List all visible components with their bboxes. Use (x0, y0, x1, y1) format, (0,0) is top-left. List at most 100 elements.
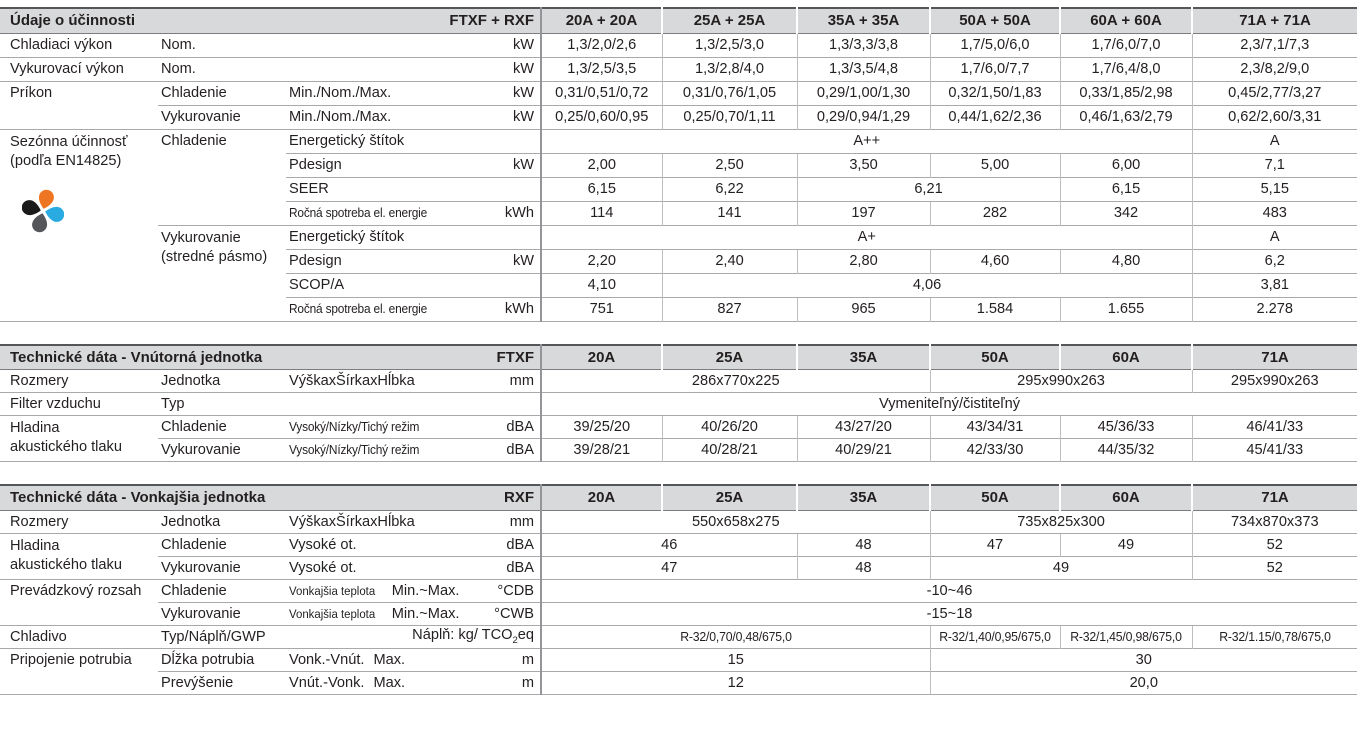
column-header: 35A (796, 344, 930, 370)
logo-petal-left (22, 199, 41, 215)
logo-petal-bottom (32, 212, 48, 232)
value-cell: 39/28/21 (540, 438, 662, 462)
value-cell: 6,21 (796, 176, 1061, 201)
unit-label: °CWB (473, 601, 542, 625)
value-cell: 965 (796, 296, 931, 321)
row-subsublabel: Energetický štítok (286, 128, 474, 153)
row-subsublabel: Vonk.-Vnút. Max. (286, 647, 474, 671)
row-sublabel: Chladenie (158, 578, 287, 602)
row-sublabel: Vykurovanie (158, 438, 286, 462)
value-cell: 295x990x263 (929, 369, 1192, 393)
row-subsublabel: Energetický štítok (286, 224, 474, 249)
value-cell: 0,29/0,94/1,29 (796, 104, 931, 129)
row-subsublabel: SEER (286, 176, 474, 201)
value-cell: 15 (540, 647, 931, 671)
column-header: 60A (1059, 344, 1192, 370)
unit-label: kWh (473, 200, 542, 225)
value-cell: 114 (540, 200, 663, 225)
efficiency-table: Údaje o účinnosti FTXF + RXF 20A + 20A 25A … (0, 7, 1357, 322)
value-cell: 827 (661, 296, 798, 321)
value-cell: 2,3/8,2/9,0 (1191, 56, 1357, 81)
value-cell: 342 (1059, 200, 1193, 225)
value-cell: 0,44/1,62/2,36 (929, 104, 1061, 129)
value-cell: 2,3/7,1/7,3 (1191, 32, 1357, 57)
row-subsublabel: Vonkajšia teplota Min.~Max. (286, 578, 474, 602)
row-subsublabel: Vysoký/Nízky/Tichý režim (286, 438, 473, 462)
value-cell: 282 (929, 200, 1061, 225)
unit-label: kWh (473, 296, 542, 321)
value-cell: R-32/1,45/0,98/675,0 (1059, 624, 1193, 648)
value-cell: 46 (540, 532, 798, 556)
value-cell: 1,7/6,0/7,7 (929, 56, 1061, 81)
value-cell: 0,45/2,77/3,27 (1191, 80, 1357, 105)
row-label: Chladivo (0, 624, 158, 648)
row-label: Vykurovací výkon (0, 56, 158, 81)
value-cell: 49 (1059, 532, 1193, 556)
value-cell: 0,62/2,60/3,31 (1191, 104, 1357, 129)
row-sublabel: Vykurovanie (158, 601, 287, 625)
column-header: 35A (796, 485, 931, 511)
value-cell: 12 (540, 670, 931, 694)
value-cell: 6,2 (1191, 248, 1357, 273)
outdoor-unit-table: Technické dáta - Vonkajšia jednotka RXF 20… (0, 484, 1357, 695)
unit-label: kW (473, 104, 542, 129)
row-sublabel: Prevýšenie (158, 670, 287, 694)
unit-label: mm (473, 369, 541, 393)
unit-label: dBA (473, 438, 541, 462)
unit-label: °CDB (473, 578, 542, 602)
unit-label (473, 176, 542, 201)
row-sublabel: Chladenie (158, 128, 287, 225)
section-title-indoor: Technické dáta - Vnútorná jednotka (0, 344, 286, 370)
value-cell: 1.655 (1059, 296, 1193, 321)
value-cell: 295x990x263 (1191, 369, 1357, 393)
spec-sheet: Údaje o účinnosti FTXF + RXF 20A + 20A 25A … (0, 7, 1357, 695)
value-cell: Vymeniteľný/čistiteľný (540, 392, 1357, 416)
row-subsublabel: Min./Nom./Max. (286, 80, 474, 105)
row-subsublabel: Vysoké ot. (286, 555, 474, 579)
value-cell: 1,3/3,5/4,8 (796, 56, 931, 81)
row-label: Pripojenie potrubia (0, 647, 158, 694)
value-cell: 4,80 (1059, 248, 1193, 273)
column-header: 71A (1191, 485, 1357, 511)
row-subsublabel: Vysoký/Nízky/Tichý režim (286, 415, 473, 439)
row-subsublabel: Ročná spotreba el. energie (286, 296, 474, 321)
value-cell: 42/33/30 (929, 438, 1060, 462)
row-sublabel: Vykurovanie (158, 104, 287, 129)
value-cell: 30 (929, 647, 1357, 671)
value-cell: 141 (661, 200, 798, 225)
value-cell: 6,15 (540, 176, 663, 201)
row-label: Filter vzduchu (0, 392, 158, 416)
value-cell: 0,46/1,63/2,79 (1059, 104, 1193, 129)
value-cell: 43/27/20 (796, 415, 930, 439)
value-cell: 7,1 (1191, 152, 1357, 177)
row-subsublabel: Vnút.-Vonk. Max. (286, 670, 474, 694)
column-header: 20A (540, 485, 663, 511)
row-sublabel: Chladenie (158, 532, 287, 556)
value-cell: 46/41/33 (1191, 415, 1357, 439)
value-cell: R-32/1.15/0,78/675,0 (1191, 624, 1357, 648)
unit-label (473, 392, 541, 416)
value-cell: 40/29/21 (796, 438, 930, 462)
value-cell: 0,25/0,70/1,11 (661, 104, 798, 129)
value-cell: 1,7/6,0/7,0 (1059, 32, 1193, 57)
row-label: Chladiaci výkon (0, 32, 158, 57)
row-subsublabel: Ročná spotreba el. energie (286, 200, 474, 225)
row-sublabel: Nom. (158, 32, 474, 57)
value-cell: 0,31/0,76/1,05 (661, 80, 798, 105)
value-cell: A++ (540, 128, 1193, 153)
value-cell: 2,00 (540, 152, 663, 177)
indoor-unit-table: Technické dáta - Vnútorná jednotka FTXF 20… (0, 343, 1357, 462)
value-cell: 1,3/2,8/4,0 (661, 56, 798, 81)
value-cell: 2.278 (1191, 296, 1357, 321)
value-cell: 44/35/32 (1059, 438, 1192, 462)
value-cell: 1.584 (929, 296, 1061, 321)
value-cell: 1,3/2,0/2,6 (540, 32, 663, 57)
unit-label (473, 224, 542, 249)
row-sublabel: Chladenie (158, 415, 286, 439)
unit-label (473, 128, 542, 153)
value-cell: 47 (540, 555, 798, 579)
value-cell: R-32/1,40/0,95/675,0 (929, 624, 1061, 648)
row-sublabel: Typ/Náplň/GWP (158, 624, 287, 648)
value-cell: R-32/0,70/0,48/675,0 (540, 624, 931, 648)
value-cell: 40/26/20 (661, 415, 797, 439)
